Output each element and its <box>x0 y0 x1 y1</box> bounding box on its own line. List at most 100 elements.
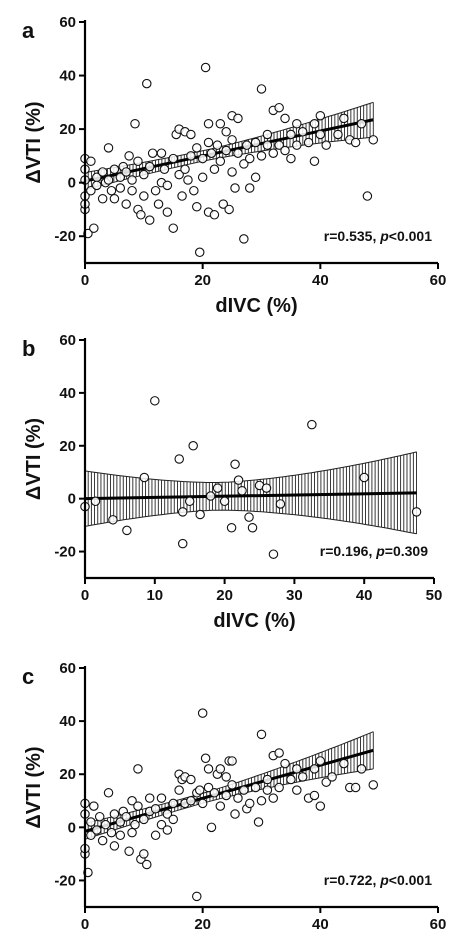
stat-annotation: r=0.196, p=0.309 <box>320 543 428 559</box>
stat-p-value: <0.001 <box>389 872 432 888</box>
data-point <box>106 185 117 196</box>
data-point <box>256 151 267 161</box>
data-point <box>162 180 173 191</box>
data-point <box>127 796 137 806</box>
y-tick-label: -20 <box>54 872 76 889</box>
data-point <box>356 764 367 774</box>
data-point <box>109 193 120 204</box>
data-point <box>150 396 160 406</box>
data-point <box>127 185 137 196</box>
data-point <box>133 801 143 811</box>
panel-c: c -20 0 20 40 60 0 20 40 60 ΔVTI (%) r=0.722, p<0.0… <box>22 660 446 933</box>
data-point <box>292 119 302 129</box>
data-point <box>233 475 244 485</box>
stat-p-value: =0.309 <box>385 543 428 559</box>
data-point <box>108 515 118 525</box>
data-point <box>261 483 272 493</box>
data-point <box>142 859 152 870</box>
x-tick-label: 40 <box>312 272 329 289</box>
data-point <box>212 140 223 150</box>
data-point <box>115 183 126 193</box>
panel-b: b -20 0 20 40 60 0 10 20 30 40 50 ΔVTI (%) dIVC (%) r=… <box>22 332 442 632</box>
data-point <box>192 891 202 902</box>
data-point <box>203 764 214 774</box>
data-point <box>177 191 187 201</box>
data-point <box>115 172 126 183</box>
stat-r: r=0.196, <box>320 543 376 559</box>
data-point <box>115 830 126 841</box>
data-point <box>92 180 102 191</box>
data-point <box>100 819 111 830</box>
data-point <box>411 507 422 517</box>
data-point <box>286 153 296 164</box>
data-point <box>150 803 161 814</box>
data-point <box>292 764 302 774</box>
stat-p-symbol: p <box>379 228 389 244</box>
data-point <box>233 148 243 158</box>
data-point <box>183 175 193 185</box>
data-point <box>136 210 146 220</box>
data-point <box>242 140 252 150</box>
data-point <box>239 234 249 244</box>
panel-letter: b <box>22 336 35 361</box>
y-tick-label: 60 <box>59 332 76 349</box>
data-point <box>86 817 96 827</box>
data-point <box>200 62 211 73</box>
data-point <box>244 512 254 522</box>
data-point <box>227 167 237 177</box>
data-point <box>133 156 143 166</box>
data-point <box>97 835 108 846</box>
data-point <box>250 172 261 183</box>
data-point <box>194 785 205 795</box>
data-point <box>139 169 149 180</box>
data-point <box>133 764 143 774</box>
y-tick-label: 0 <box>68 819 76 836</box>
data-point <box>86 156 96 166</box>
data-point <box>256 796 267 806</box>
stat-p-symbol: p <box>379 872 389 888</box>
y-axis-label: ΔVTI (%) <box>23 418 45 500</box>
data-point <box>156 793 167 803</box>
x-tick-label: 30 <box>286 587 303 604</box>
data-point <box>350 137 361 148</box>
data-point <box>274 140 284 150</box>
data-point <box>315 801 326 811</box>
y-tick-label: 60 <box>59 660 76 677</box>
data-point <box>309 119 320 129</box>
data-point <box>188 441 198 451</box>
data-point <box>186 774 196 785</box>
data-point <box>109 841 120 851</box>
x-tick-label: 40 <box>312 916 329 933</box>
data-point <box>368 135 379 145</box>
data-point <box>221 145 231 156</box>
data-point <box>139 472 150 483</box>
data-point <box>203 119 214 129</box>
data-point <box>103 788 114 798</box>
data-point <box>244 183 255 193</box>
data-point <box>139 814 149 825</box>
y-tick-label: 40 <box>59 713 76 730</box>
data-point <box>156 819 167 830</box>
x-tick-label: 50 <box>426 587 443 604</box>
data-point <box>292 785 302 795</box>
data-point <box>153 199 164 209</box>
data-point <box>224 204 234 215</box>
data-point <box>197 153 208 164</box>
data-point <box>192 202 202 212</box>
data-point <box>221 772 231 782</box>
data-point <box>230 459 240 470</box>
data-point <box>147 148 158 158</box>
data-point <box>218 199 229 209</box>
x-tick-label: 20 <box>216 587 233 604</box>
data-point <box>215 801 226 811</box>
data-point <box>280 113 290 124</box>
data-point <box>162 207 173 217</box>
data-point <box>227 135 237 145</box>
panel-letter: c <box>22 664 34 689</box>
x-axis-label: dIVC (%) <box>213 610 295 632</box>
y-tick-label: -20 <box>54 544 76 561</box>
data-point <box>109 809 120 819</box>
data-point <box>274 782 284 793</box>
data-point <box>186 796 196 806</box>
